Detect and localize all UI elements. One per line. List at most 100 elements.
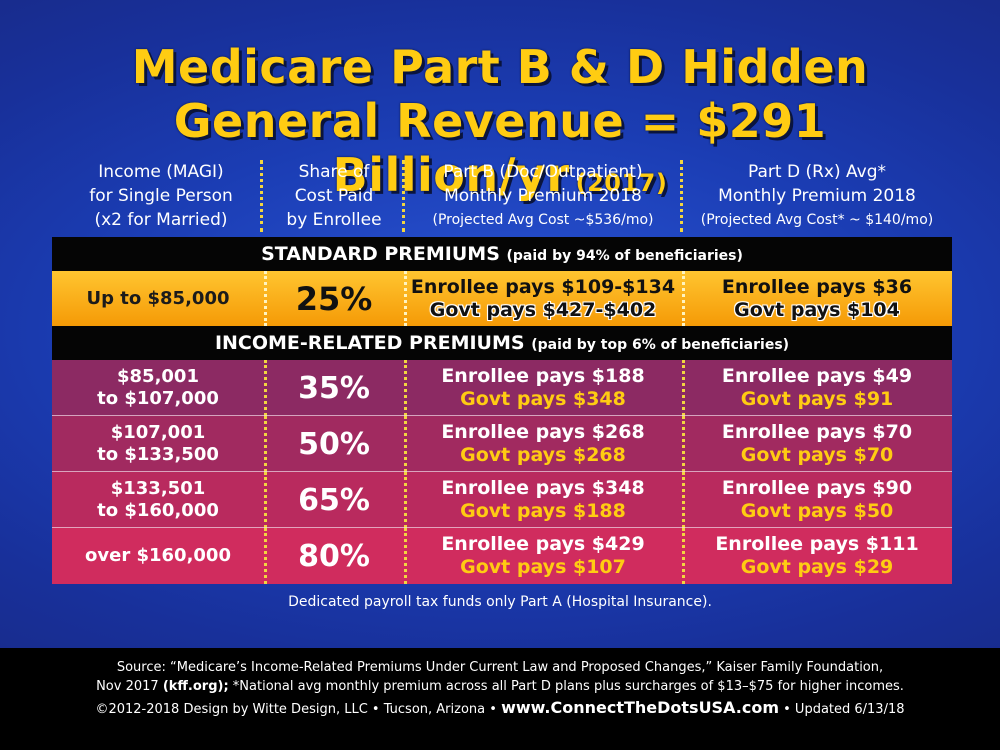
part-b-cell: Enrollee pays $109-$134 Govt pays $427-$… <box>404 271 682 326</box>
part-b-govt: Govt pays $188 <box>460 500 626 522</box>
column-divider <box>404 416 407 472</box>
share-cell: 25% <box>264 271 404 326</box>
part-b-govt: Govt pays $268 <box>460 444 626 466</box>
column-divider <box>264 271 267 326</box>
column-divider <box>264 416 267 472</box>
income-from: over $160,000 <box>85 545 231 566</box>
part-b-enrollee: Enrollee pays $268 <box>441 421 645 443</box>
table-row: over $160,000 80% Enrollee pays $429 Gov… <box>52 528 952 584</box>
income-cell: $85,001 to $107,000 <box>52 360 264 416</box>
part-d-enrollee: Enrollee pays $90 <box>721 477 913 499</box>
share-cell: 50% <box>264 416 404 472</box>
source-kff: (kff.org); <box>162 679 229 694</box>
part-b-enrollee: Enrollee pays $429 <box>441 533 645 555</box>
column-divider <box>264 472 267 528</box>
header-part-b-line: (Projected Avg Cost ~$536/mo) <box>432 212 654 228</box>
header-share-line: Cost Paid <box>294 186 374 206</box>
income-cell: Up to $85,000 <box>52 271 264 326</box>
column-divider <box>404 360 407 416</box>
part-b-cell: Enrollee pays $188 Govt pays $348 <box>404 360 682 416</box>
header-divider <box>402 160 405 232</box>
part-d-enrollee: Enrollee pays $111 <box>715 533 919 555</box>
part-b-govt: Govt pays $348 <box>460 388 626 410</box>
column-divider <box>404 472 407 528</box>
table-row: $133,501 to $160,000 65% Enrollee pays $… <box>52 472 952 528</box>
share-value: 80% <box>298 538 370 574</box>
part-d-govt: Govt pays $104 <box>734 298 900 321</box>
part-d-govt: Govt pays $29 <box>740 556 894 578</box>
credit-line: ©2012-2018 Design by Witte Design, LLC •… <box>0 698 1000 720</box>
title-line-2-text: General Revenue = $291 Billion/yr <box>173 94 827 202</box>
row-separator <box>52 527 952 528</box>
website-link[interactable]: www.ConnectTheDotsUSA.com <box>501 698 779 717</box>
header-part-b: Part B (Doc/Outpatient) Monthly Premium … <box>404 160 682 232</box>
part-d-enrollee: Enrollee pays $36 <box>721 275 913 298</box>
header-part-d: Part D (Rx) Avg* Monthly Premium 2018 (P… <box>682 160 952 232</box>
income-from: $85,001 <box>117 366 199 387</box>
share-value: 35% <box>298 370 370 406</box>
share-cell: 35% <box>264 360 404 416</box>
part-d-cell: Enrollee pays $111 Govt pays $29 <box>682 528 952 584</box>
income-cell: $107,001 to $133,500 <box>52 416 264 472</box>
column-divider <box>682 472 685 528</box>
standard-premiums-band: STANDARD PREMIUMS (paid by 94% of benefi… <box>52 237 952 271</box>
header-income-line: Income (MAGI) <box>98 162 224 182</box>
column-divider <box>404 271 407 326</box>
header-divider <box>260 160 263 232</box>
income-to: to $160,000 <box>97 500 219 521</box>
standard-band-note: (paid by 94% of beneficiaries) <box>506 248 743 264</box>
row-separator <box>52 415 952 416</box>
part-b-enrollee: Enrollee pays $109-$134 <box>410 275 676 298</box>
column-divider <box>682 528 685 584</box>
share-cell: 80% <box>264 528 404 584</box>
header-income-line: for Single Person <box>89 186 233 206</box>
income-related-premiums-band: INCOME-RELATED PREMIUMS (paid by top 6% … <box>52 326 952 360</box>
header-divider <box>680 160 683 232</box>
row-separator <box>52 471 952 472</box>
source-line-1: Source: “Medicare’s Income-Related Premi… <box>116 660 884 675</box>
part-d-enrollee: Enrollee pays $70 <box>721 421 913 443</box>
part-b-cell: Enrollee pays $348 Govt pays $188 <box>404 472 682 528</box>
table-row: $85,001 to $107,000 35% Enrollee pays $1… <box>52 360 952 416</box>
share-cell: 65% <box>264 472 404 528</box>
income-from: $133,501 <box>110 478 206 499</box>
footer: Source: “Medicare’s Income-Related Premi… <box>0 648 1000 750</box>
income-cell: $133,501 to $160,000 <box>52 472 264 528</box>
header-share-line: by Enrollee <box>286 210 382 230</box>
updated-date: • Updated 6/13/18 <box>783 702 905 717</box>
share-value: 25% <box>295 279 373 318</box>
part-d-cell: Enrollee pays $49 Govt pays $91 <box>682 360 952 416</box>
income-band-label: INCOME-RELATED PREMIUMS <box>214 332 525 354</box>
part-b-cell: Enrollee pays $268 Govt pays $268 <box>404 416 682 472</box>
source-citation: Source: “Medicare’s Income-Related Premi… <box>0 658 1000 696</box>
part-b-govt: Govt pays $107 <box>460 556 626 578</box>
part-b-enrollee: Enrollee pays $188 <box>441 365 645 387</box>
income-from: $107,001 <box>110 422 206 443</box>
header-part-d-line: (Projected Avg Cost* ~ $140/mo) <box>700 212 934 228</box>
title-line-2: General Revenue = $291 Billion/yr (2017) <box>0 94 1000 210</box>
table-row: $107,001 to $133,500 50% Enrollee pays $… <box>52 416 952 472</box>
header-share-line: Share of <box>298 162 370 182</box>
part-d-cell: Enrollee pays $36 Govt pays $104 <box>682 271 952 326</box>
income-to: to $107,000 <box>97 388 219 409</box>
part-b-govt: Govt pays $427-$402 <box>429 298 657 321</box>
column-divider <box>682 416 685 472</box>
header-part-b-line: Monthly Premium 2018 <box>444 186 642 206</box>
column-divider <box>682 271 685 326</box>
header-part-d-line: Monthly Premium 2018 <box>718 186 916 206</box>
part-d-govt: Govt pays $50 <box>740 500 894 522</box>
income-to: to $133,500 <box>97 444 219 465</box>
part-b-cell: Enrollee pays $429 Govt pays $107 <box>404 528 682 584</box>
part-d-govt: Govt pays $70 <box>740 444 894 466</box>
source-line-2: Nov 2017 (kff.org); *National avg monthl… <box>0 677 1000 696</box>
header-income: Income (MAGI) for Single Person (x2 for … <box>58 160 264 232</box>
header-share: Share of Cost Paid by Enrollee <box>264 160 404 232</box>
column-divider <box>682 360 685 416</box>
part-d-cell: Enrollee pays $90 Govt pays $50 <box>682 472 952 528</box>
column-divider <box>264 360 267 416</box>
header-part-b-line: Part B (Doc/Outpatient) <box>443 162 643 182</box>
part-d-govt: Govt pays $91 <box>740 388 894 410</box>
header-income-line: (x2 for Married) <box>94 210 228 230</box>
table-row-standard: Up to $85,000 25% Enrollee pays $109-$13… <box>52 271 952 326</box>
